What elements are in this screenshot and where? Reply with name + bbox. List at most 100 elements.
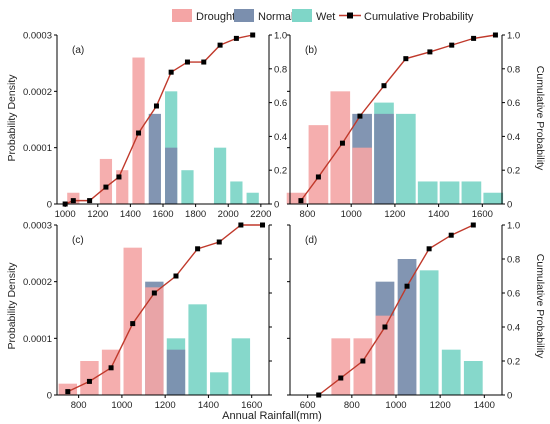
y-tick-label-left: 0.0002: [23, 87, 52, 98]
y-tick-label-right: 0.4: [507, 132, 520, 143]
bar-wet: [213, 147, 227, 204]
legend-label-cumulative: Cumulative Probability: [364, 11, 474, 23]
y-tick-label-left: 0.0003: [23, 31, 52, 42]
y-tick-label-right: 1.0: [507, 31, 520, 42]
bar-wet: [441, 349, 461, 395]
cumulative-probability-point: [86, 378, 92, 384]
x-tick-label: 2200: [250, 209, 271, 220]
bar-drought: [145, 287, 164, 395]
x-tick-label: 1000: [111, 400, 132, 411]
bar-drought: [308, 125, 329, 204]
x-tick-label: 1400: [198, 400, 219, 411]
cumulative-probability-point: [449, 42, 455, 48]
cumulative-probability-point: [298, 198, 304, 204]
x-tick-label: 800: [71, 400, 87, 411]
y-tick-label-left: 0.0003: [23, 221, 52, 232]
bar-wet: [188, 304, 207, 395]
x-tick-label: 1200: [155, 400, 176, 411]
x-tick-label: 1400: [428, 209, 449, 220]
bar-wet: [439, 181, 460, 204]
x-tick-label: 800: [344, 400, 360, 411]
panel-label: (b): [305, 45, 317, 56]
cumulative-probability-point: [448, 232, 454, 238]
cumulative-probability-point: [130, 321, 136, 327]
x-axis-title: Annual Rainfall(mm): [222, 410, 322, 422]
bar-normal: [166, 349, 186, 395]
bar-wet: [417, 181, 438, 204]
x-tick-label: 1000: [55, 209, 76, 220]
cumulative-probability-point: [87, 198, 93, 204]
bar-wet: [231, 338, 251, 395]
y-axis-title-right-top: Cumulative Probability: [534, 66, 546, 171]
bar-drought: [286, 192, 307, 204]
cumulative-probability-point: [426, 246, 432, 252]
bar-wet: [419, 270, 439, 395]
y-tick-label-right: 0: [507, 200, 512, 211]
y-tick-label-right: 0.4: [274, 132, 287, 143]
legend-swatch-drought: [172, 9, 192, 22]
y-tick-label-right: 0.6: [507, 98, 520, 109]
chart-panel-2: 800 1000 1200 1400 1600 0 0.2 0.4 0.6 0.8 1.0 (b): [286, 31, 520, 220]
cumulative-probability-point: [151, 290, 157, 296]
bar-wet: [463, 361, 483, 395]
cumulative-probability-point: [338, 375, 344, 381]
bar-wet: [210, 372, 229, 395]
bar-drought: [99, 158, 113, 204]
legend: Drought Normal Wet Cumulative Probabilit…: [172, 9, 474, 23]
y-tick-label-left: 0.0002: [23, 277, 52, 288]
cumulative-probability-line: [300, 34, 496, 202]
panels: 1000 1200 1400 1600 1800 2000 220000.00010.000…: [23, 31, 520, 412]
cumulative-probability-point: [403, 56, 409, 62]
y-tick-label-right: 0.8: [507, 64, 520, 75]
bar-wet: [246, 192, 259, 204]
y-tick-label-right: 0.4: [507, 323, 520, 334]
y-tick-label-left: 0.0001: [23, 334, 52, 345]
cumulative-probability-point: [382, 324, 388, 330]
bar-wet: [396, 113, 416, 204]
cumulative-probability-point: [339, 140, 345, 146]
x-tick-label: 1400: [120, 209, 141, 220]
y-tick-label-left: 0.0001: [23, 143, 52, 154]
legend-label-wet: Wet: [316, 11, 335, 23]
chart-panel-3: 800 1000 1200 1400 1600 0 0.0001 0.0002 0.0003 (c…: [23, 221, 272, 411]
cumulative-probability-line: [318, 224, 474, 396]
y-tick-label-right: 0.8: [274, 64, 287, 75]
cumulative-probability-point: [360, 358, 366, 364]
panel-label: (c): [72, 235, 84, 246]
bar-wet: [483, 192, 504, 204]
y-tick-label-left: 0: [47, 391, 52, 402]
panel-label: (a): [72, 45, 84, 56]
cumulative-probability-point: [250, 32, 256, 38]
bar-drought: [352, 147, 372, 204]
x-tick-label: 1000: [341, 209, 362, 220]
cumulative-probability-point: [168, 69, 174, 75]
x-tick-label: 1200: [430, 400, 451, 411]
cumulative-probability-point: [184, 59, 190, 65]
cumulative-probability-point: [470, 222, 476, 228]
y-tick-label-right: 1.0: [507, 221, 520, 232]
x-tick-label: 1200: [87, 209, 108, 220]
bar-normal: [148, 113, 161, 204]
panel-label: (d): [305, 235, 317, 246]
cumulative-probability-point: [238, 222, 244, 228]
legend-swatch-cumulative-marker: [347, 12, 353, 19]
x-tick-label: 1200: [384, 209, 405, 220]
cumulative-probability-line: [67, 224, 263, 393]
legend-swatch-wet: [292, 9, 312, 22]
bar-drought: [101, 349, 121, 395]
chart-panel-4: 600 800 1000 1200 1400 0 0.2 0.4 0.6 0.8 1.0 (d): [287, 221, 520, 411]
x-tick-label: 1800: [185, 209, 206, 220]
cumulative-probability-point: [381, 83, 387, 89]
x-tick-label: 1400: [474, 400, 495, 411]
bar-normal: [397, 259, 417, 395]
y-tick-label-right: 0.2: [507, 166, 520, 177]
cumulative-probability-point: [217, 42, 223, 48]
x-tick-label: 1600: [241, 400, 262, 411]
cumulative-probability-point: [173, 273, 179, 279]
cumulative-probability-point: [404, 283, 410, 289]
bar-wet: [181, 170, 194, 204]
bar-drought: [331, 338, 351, 395]
cumulative-probability-point: [103, 184, 109, 190]
legend-swatch-normal: [234, 9, 254, 22]
